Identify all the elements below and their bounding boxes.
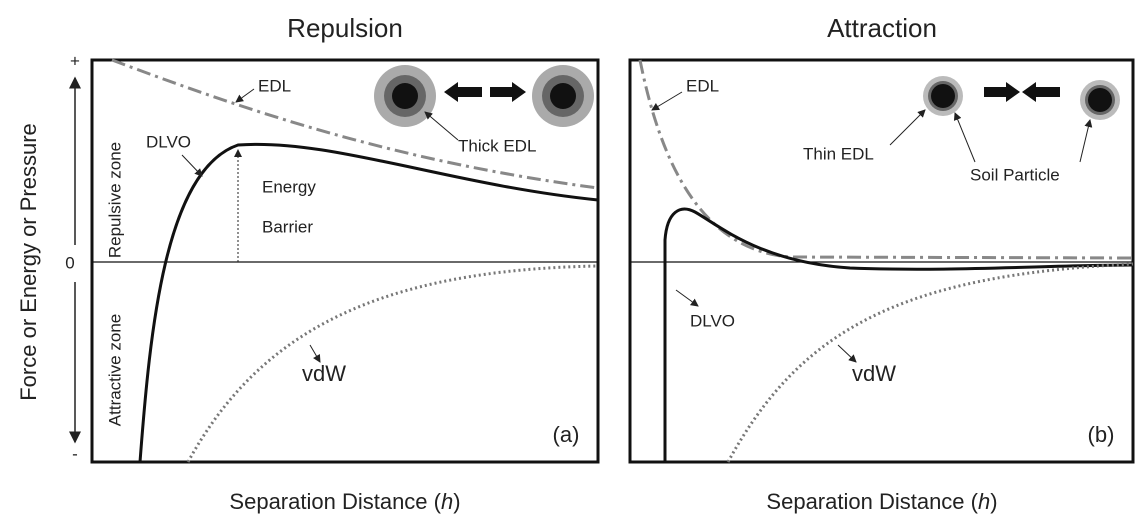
- energy-label: Energy: [262, 177, 316, 196]
- x-axis-label: Separation Distance (h): [229, 489, 460, 514]
- x-label-text: Separation Distance (: [229, 489, 441, 514]
- vdw-label: vdW: [302, 361, 346, 386]
- y-axis-label: Force or Energy or Pressure: [16, 123, 41, 401]
- dlvo-label: DLVO: [690, 311, 735, 330]
- panel-tag: (a): [553, 422, 580, 447]
- thin-edl-label: Thin EDL: [803, 144, 874, 163]
- pointer: [235, 88, 255, 103]
- vdw-curve: [186, 264, 599, 463]
- pointer: [181, 154, 203, 177]
- edl-label: EDL: [258, 76, 291, 95]
- zone-label: Repulsive zone: [105, 142, 124, 258]
- x-label-var: h: [978, 489, 990, 514]
- edl-curve: [638, 59, 1134, 260]
- pointer: [309, 344, 321, 363]
- x-label-text: ): [453, 489, 460, 514]
- pointer: [424, 111, 459, 141]
- dlvo-curve: [663, 207, 1134, 462]
- dlvo-label: DLVO: [146, 132, 191, 151]
- zone-label: Attractive zone: [105, 314, 124, 426]
- pointer: [953, 112, 976, 163]
- x-label-text: Separation Distance (: [766, 489, 978, 514]
- panel-title: Repulsion: [287, 13, 403, 43]
- x-axis-label: Separation Distance (h): [766, 489, 997, 514]
- vdw-curve: [726, 262, 1134, 463]
- panel-frame: [628, 58, 1135, 464]
- x-label-text: ): [990, 489, 997, 514]
- x-label-var: h: [441, 489, 453, 514]
- zero-label: 0: [65, 253, 74, 272]
- pointer: [651, 91, 683, 111]
- panel-title: Attraction: [827, 13, 937, 43]
- edl-label: EDL: [686, 76, 719, 95]
- barrier-label: Barrier: [262, 217, 313, 236]
- plus-label: +: [70, 51, 80, 70]
- vdw-label: vdW: [852, 361, 896, 386]
- thick-edl-label: Thick EDL: [458, 136, 536, 155]
- soil-particle-label: Soil Particle: [970, 165, 1060, 184]
- pointer: [837, 344, 857, 363]
- dlvo-curve: [138, 142, 599, 463]
- panel-frame: [90, 58, 600, 464]
- pointer: [1079, 119, 1093, 163]
- minus-label: -: [72, 444, 78, 463]
- pointer: [889, 109, 926, 146]
- particles: [923, 76, 1120, 120]
- particles: [374, 65, 594, 127]
- pointer: [675, 289, 699, 307]
- panel-tag: (b): [1088, 422, 1115, 447]
- edl-curve: [111, 58, 599, 190]
